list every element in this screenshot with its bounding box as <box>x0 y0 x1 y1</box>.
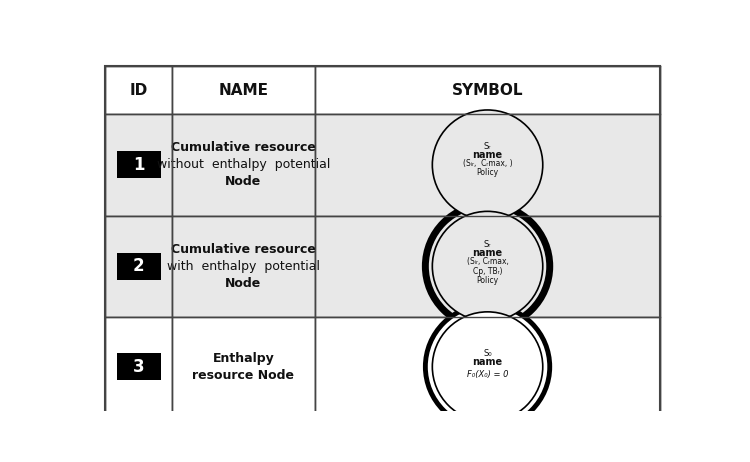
Text: 1: 1 <box>133 156 145 174</box>
Text: name: name <box>472 150 502 160</box>
Text: SYMBOL: SYMBOL <box>452 83 524 97</box>
Bar <box>117 253 161 280</box>
Ellipse shape <box>425 305 550 429</box>
Text: with  enthalpy  potential: with enthalpy potential <box>167 260 320 273</box>
Ellipse shape <box>432 211 543 321</box>
Text: Cp, TBᵣ): Cp, TBᵣ) <box>472 267 502 276</box>
Text: 3: 3 <box>133 358 145 376</box>
Bar <box>315 215 661 317</box>
Bar <box>315 114 661 215</box>
Text: Policy: Policy <box>476 276 499 285</box>
Bar <box>172 114 315 215</box>
Bar <box>117 152 161 178</box>
Text: Sᵣ: Sᵣ <box>484 240 491 249</box>
Text: without  enthalpy  potential: without enthalpy potential <box>157 158 330 171</box>
Bar <box>315 317 661 417</box>
Text: ID: ID <box>130 83 148 97</box>
Text: resource Node: resource Node <box>193 369 295 382</box>
Bar <box>172 317 315 417</box>
Text: name: name <box>472 249 502 258</box>
Text: (Sᵢᵣ,  Cᵣmax, ): (Sᵢᵣ, Cᵣmax, ) <box>463 159 512 168</box>
Ellipse shape <box>425 204 550 328</box>
Text: S₀: S₀ <box>483 349 492 358</box>
Text: NAME: NAME <box>218 83 268 97</box>
Text: Node: Node <box>225 176 262 188</box>
Text: Node: Node <box>225 277 262 290</box>
Text: Enthalpy: Enthalpy <box>212 352 274 365</box>
Bar <box>172 215 315 317</box>
Bar <box>105 317 172 417</box>
Text: Policy: Policy <box>476 168 499 177</box>
Text: Sᵣ: Sᵣ <box>484 142 491 151</box>
Bar <box>105 66 172 114</box>
Bar <box>117 353 161 380</box>
Text: Cumulative resource: Cumulative resource <box>171 141 316 154</box>
Bar <box>315 66 661 114</box>
Ellipse shape <box>432 110 543 220</box>
Bar <box>172 66 315 114</box>
Ellipse shape <box>432 312 543 421</box>
Text: (Sᵢᵣ, Cᵣmax,: (Sᵢᵣ, Cᵣmax, <box>466 257 509 267</box>
Bar <box>105 114 172 215</box>
Text: 2: 2 <box>133 257 145 275</box>
Text: name: name <box>472 358 502 367</box>
Text: F₀(X₀) = 0: F₀(X₀) = 0 <box>466 370 509 379</box>
Bar <box>105 215 172 317</box>
Text: Cumulative resource: Cumulative resource <box>171 243 316 255</box>
